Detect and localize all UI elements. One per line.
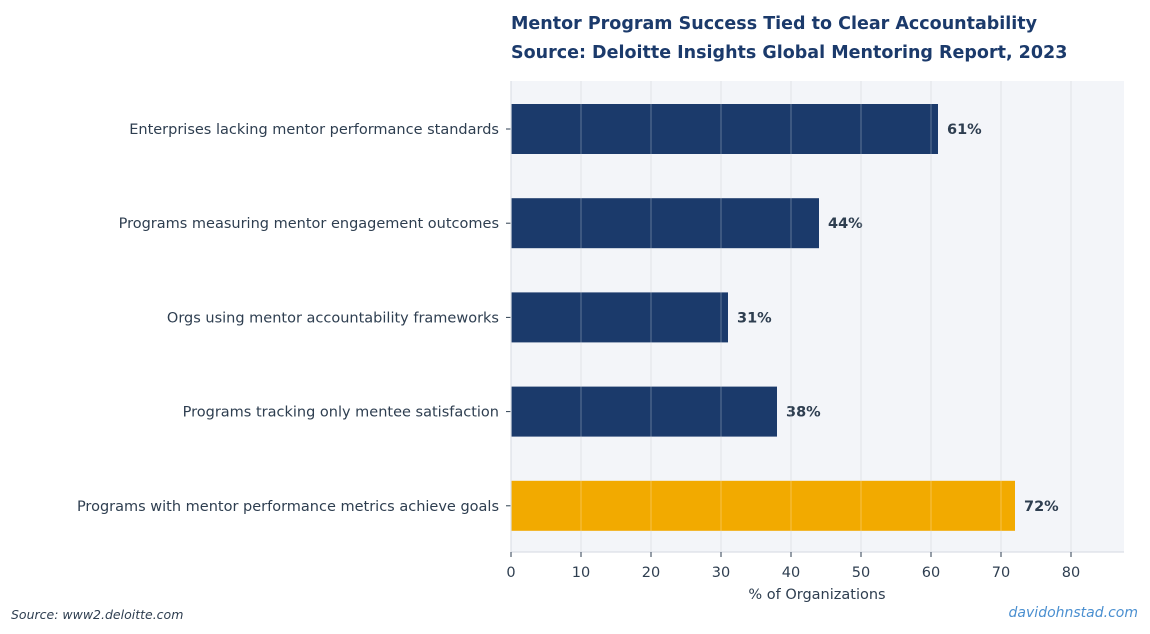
chart-title-block: Mentor Program Success Tied to Clear Acc… bbox=[511, 10, 1067, 68]
x-axis-title: % of Organizations bbox=[748, 587, 885, 603]
value-label-1: 61% bbox=[947, 122, 982, 138]
bar-3 bbox=[511, 292, 728, 343]
value-label-4: 38% bbox=[786, 405, 821, 421]
bar-4 bbox=[511, 386, 777, 437]
x-tick-label-70: 70 bbox=[992, 565, 1010, 581]
x-tick-label-60: 60 bbox=[922, 565, 940, 581]
chart-subtitle: Source: Deloitte Insights Global Mentori… bbox=[511, 43, 1068, 63]
category-label-1: Enterprises lacking mentor performance s… bbox=[129, 122, 499, 138]
source-note: Source: www2.deloitte.com bbox=[11, 607, 184, 622]
category-label-2: Programs measuring mentor engagement out… bbox=[119, 216, 499, 232]
category-label-4: Programs tracking only mentee satisfacti… bbox=[183, 405, 499, 421]
x-tick-label-30: 30 bbox=[712, 565, 730, 581]
x-tick-label-20: 20 bbox=[642, 565, 660, 581]
category-label-3: Orgs using mentor accountability framewo… bbox=[167, 310, 499, 326]
x-tick-label-0: 0 bbox=[506, 565, 515, 581]
grid-lines bbox=[580, 81, 1072, 552]
bar-1 bbox=[511, 104, 938, 154]
category-label-5: Programs with mentor performance metrics… bbox=[77, 499, 499, 515]
bars: 61% 44% 31% 38% 72% bbox=[511, 81, 1072, 552]
x-tick-label-40: 40 bbox=[782, 565, 800, 581]
bar-2 bbox=[511, 198, 819, 249]
value-label-2: 44% bbox=[828, 216, 863, 232]
x-tick-label-50: 50 bbox=[852, 565, 870, 581]
value-label-5: 72% bbox=[1024, 499, 1059, 515]
axes: Enterprises lacking mentor performance s… bbox=[77, 81, 1124, 581]
chart-title: Mentor Program Success Tied to Clear Acc… bbox=[511, 14, 1038, 34]
bar-5 bbox=[511, 480, 1015, 531]
value-label-3: 31% bbox=[737, 310, 772, 326]
x-tick-label-10: 10 bbox=[572, 565, 590, 581]
x-tick-label-80: 80 bbox=[1062, 565, 1080, 581]
credit-link[interactable]: davidohnstad.com bbox=[1008, 605, 1138, 621]
